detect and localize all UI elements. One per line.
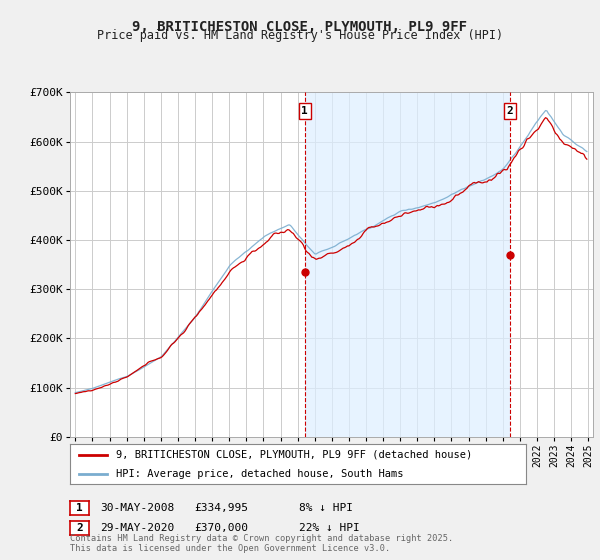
Text: 1: 1 xyxy=(301,106,308,116)
Text: Contains HM Land Registry data © Crown copyright and database right 2025.
This d: Contains HM Land Registry data © Crown c… xyxy=(70,534,454,553)
Text: Price paid vs. HM Land Registry's House Price Index (HPI): Price paid vs. HM Land Registry's House … xyxy=(97,29,503,42)
Bar xyxy=(305,92,510,437)
Text: 2: 2 xyxy=(76,522,83,533)
Text: 9, BRITICHESTON CLOSE, PLYMOUTH, PL9 9FF: 9, BRITICHESTON CLOSE, PLYMOUTH, PL9 9FF xyxy=(133,20,467,34)
Text: £334,995: £334,995 xyxy=(194,503,248,513)
Text: 8% ↓ HPI: 8% ↓ HPI xyxy=(299,503,353,513)
Text: 29-MAY-2020: 29-MAY-2020 xyxy=(100,522,175,533)
Text: 1: 1 xyxy=(76,503,83,513)
Text: 2: 2 xyxy=(506,106,514,116)
Text: 30-MAY-2008: 30-MAY-2008 xyxy=(100,503,175,513)
Text: 9, BRITICHESTON CLOSE, PLYMOUTH, PL9 9FF (detached house): 9, BRITICHESTON CLOSE, PLYMOUTH, PL9 9FF… xyxy=(116,450,472,460)
Text: HPI: Average price, detached house, South Hams: HPI: Average price, detached house, Sout… xyxy=(116,469,403,479)
Text: 22% ↓ HPI: 22% ↓ HPI xyxy=(299,522,360,533)
Text: £370,000: £370,000 xyxy=(194,522,248,533)
